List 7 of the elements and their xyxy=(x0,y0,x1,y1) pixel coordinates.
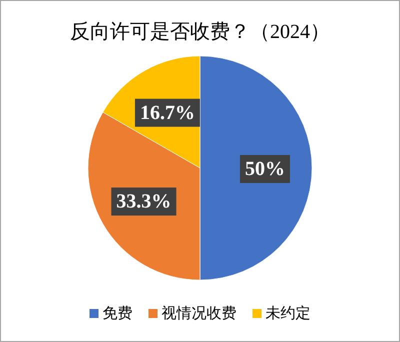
legend-label: 未约定 xyxy=(266,305,310,322)
data-label: 33.3% xyxy=(116,190,172,213)
legend-label: 视情况收费 xyxy=(162,305,236,322)
title: 反向许可是否收费？（2024） xyxy=(70,21,330,43)
data-label: 16.7% xyxy=(140,102,195,124)
legend-label: 免费 xyxy=(102,305,132,322)
data-label: 50% xyxy=(244,158,285,180)
